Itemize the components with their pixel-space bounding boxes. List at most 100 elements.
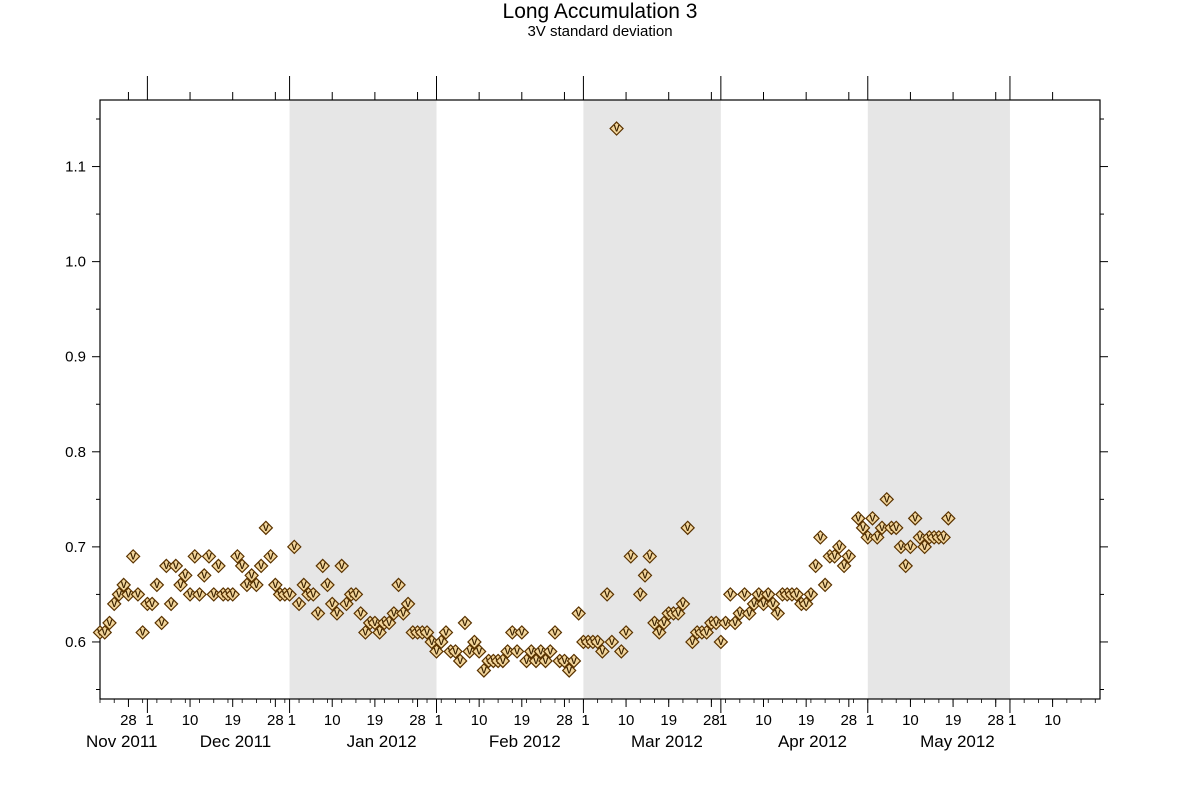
data-point: V <box>177 568 193 583</box>
data-point: V <box>566 653 582 669</box>
data-point-letter: V <box>135 589 141 599</box>
data-point: V <box>244 568 260 583</box>
data-point: V <box>656 615 672 631</box>
x-tick-label: 28 <box>267 712 284 729</box>
data-point: V <box>400 596 416 612</box>
data-point-letter: V <box>239 561 245 571</box>
data-point-marker <box>268 577 283 593</box>
data-point: V <box>841 549 857 564</box>
data-point-letter: V <box>542 656 548 666</box>
x-tick-label: 1 <box>145 712 153 729</box>
data-point-marker <box>391 577 406 593</box>
data-point: V <box>770 606 786 621</box>
data-point-marker <box>476 663 492 678</box>
data-point: V <box>268 577 283 593</box>
data-point-marker <box>230 549 245 564</box>
data-point-letter: V <box>618 646 624 656</box>
data-point-letter: V <box>471 637 477 647</box>
data-point-marker <box>699 625 714 640</box>
data-point: V <box>130 587 146 602</box>
data-point: V <box>538 653 553 669</box>
data-point-letter: V <box>324 580 330 590</box>
data-point-letter: V <box>609 637 615 647</box>
data-point-marker <box>381 615 397 631</box>
data-point: V <box>595 644 610 659</box>
data-point: V <box>201 549 217 564</box>
data-point-letter: V <box>870 513 876 523</box>
data-point-marker <box>187 549 203 564</box>
data-point: V <box>509 644 525 659</box>
data-point-marker <box>154 615 169 631</box>
data-point-marker <box>282 587 297 602</box>
data-point: V <box>173 577 188 593</box>
data-point-letter: V <box>102 627 108 637</box>
data-point: V <box>651 625 667 640</box>
data-point-letter: V <box>893 523 899 533</box>
data-point-marker <box>765 596 781 612</box>
data-point-letter: V <box>320 561 326 571</box>
data-point-letter: V <box>168 599 174 609</box>
data-point-letter: V <box>249 570 255 580</box>
data-point-letter: V <box>272 580 278 590</box>
data-point-marker <box>613 644 629 659</box>
x-tick-label: 10 <box>471 712 488 729</box>
data-point: V <box>263 549 278 564</box>
data-point: V <box>741 606 757 621</box>
data-point-marker <box>467 634 482 650</box>
data-point-marker <box>102 615 117 631</box>
data-point-letter: V <box>538 646 544 656</box>
x-tick-label: 28 <box>840 712 857 729</box>
data-point-marker <box>713 634 729 650</box>
x-tick-label: 19 <box>367 712 384 729</box>
data-point: V <box>855 520 871 536</box>
data-points: VVVVVVVVVVVVVVVVVVVVVVVVVVVVVVVVVVVVVVVV… <box>92 121 956 678</box>
data-point: V <box>433 634 449 650</box>
data-point: V <box>907 511 923 526</box>
data-point-marker <box>192 587 207 602</box>
data-point-letter: V <box>680 599 686 609</box>
x-tick-label: 19 <box>798 712 815 729</box>
data-point: V <box>670 606 686 621</box>
data-point-marker <box>803 587 819 602</box>
data-point-letter: V <box>865 532 871 542</box>
data-point-letter: V <box>571 656 577 666</box>
x-tick-label: 10 <box>902 712 919 729</box>
x-tick-label: 1 <box>434 712 442 729</box>
data-point-letter: V <box>832 551 838 561</box>
month-label: May 2012 <box>920 732 995 751</box>
data-point: V <box>613 644 629 659</box>
data-point-letter: V <box>353 589 359 599</box>
y-tick-label: 0.7 <box>65 539 86 556</box>
data-point: V <box>339 596 354 612</box>
data-point-marker <box>680 520 696 536</box>
data-point-marker <box>571 606 587 621</box>
data-point: V <box>419 625 435 640</box>
data-point-marker <box>623 549 639 564</box>
data-point-letter: V <box>907 542 913 552</box>
data-point-letter: V <box>443 627 449 637</box>
x-tick-label: 28 <box>409 712 426 729</box>
data-point-letter: V <box>163 561 169 571</box>
data-point-marker <box>850 511 866 526</box>
data-point-marker <box>561 663 577 678</box>
data-point-marker <box>315 558 331 574</box>
y-tick-label: 1.1 <box>65 159 86 176</box>
data-point-letter: V <box>253 580 259 590</box>
data-point-marker <box>917 539 932 555</box>
data-point-letter: V <box>467 646 473 656</box>
x-tick-label: 19 <box>224 712 241 729</box>
data-point-letter: V <box>917 532 923 542</box>
data-point-letter: V <box>234 551 240 561</box>
data-point-marker <box>163 596 179 612</box>
data-point: V <box>789 587 805 602</box>
data-point-marker <box>258 520 274 536</box>
data-point: V <box>230 549 245 564</box>
data-point-marker <box>452 653 468 669</box>
data-point-letter: V <box>509 627 515 637</box>
data-point-marker <box>253 558 269 574</box>
data-point-marker <box>770 606 786 621</box>
data-point-marker <box>836 558 852 574</box>
data-point: V <box>457 615 473 631</box>
data-point: V <box>187 549 203 564</box>
data-point-letter: V <box>358 608 364 618</box>
